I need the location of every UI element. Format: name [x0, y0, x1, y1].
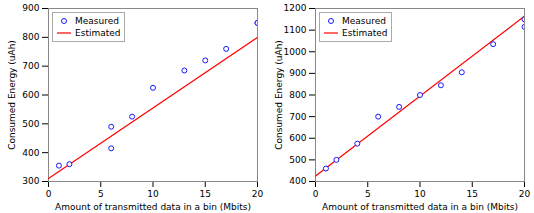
svg-text:700: 700	[289, 112, 306, 122]
svg-text:600: 600	[22, 90, 39, 100]
svg-text:500: 500	[22, 119, 39, 129]
html-text:Measured: Measured	[75, 16, 119, 26]
svg-text:10: 10	[414, 189, 426, 199]
svg-text:1200: 1200	[284, 3, 307, 13]
svg-text:300: 300	[22, 176, 39, 186]
svg-text:500: 500	[289, 155, 306, 165]
svg-text:Consumed Energy (uAh): Consumed Energy (uAh)	[274, 40, 284, 150]
svg-text:15: 15	[200, 189, 211, 199]
html-text:Estimated: Estimated	[75, 28, 121, 38]
svg-text:15: 15	[467, 189, 478, 199]
svg-text:20: 20	[252, 189, 264, 199]
svg-text:900: 900	[22, 3, 39, 13]
svg-text:1100: 1100	[284, 25, 307, 35]
svg-text:400: 400	[289, 176, 306, 186]
svg-text:1000: 1000	[284, 47, 307, 57]
html-text:Estimated: Estimated	[342, 28, 388, 38]
svg-text:0: 0	[313, 189, 319, 199]
svg-text:800: 800	[22, 32, 39, 42]
svg-text:5: 5	[365, 189, 371, 199]
svg-text:700: 700	[22, 61, 39, 71]
svg-text:Consumed Energy (uAh): Consumed Energy (uAh)	[7, 40, 17, 150]
svg-text:400: 400	[22, 148, 39, 158]
svg-text:600: 600	[289, 133, 306, 143]
html-text:Measured: Measured	[342, 16, 386, 26]
svg-text:Amount of transmitted data in: Amount of transmitted data in a bin (Mbi…	[55, 202, 251, 212]
svg-text:20: 20	[519, 189, 531, 199]
svg-text:900: 900	[289, 68, 306, 78]
svg-text:0: 0	[46, 189, 52, 199]
svg-text:800: 800	[289, 90, 306, 100]
svg-text:Amount of transmitted data in: Amount of transmitted data in a bin (Mbi…	[322, 202, 518, 212]
svg-text:5: 5	[98, 189, 104, 199]
svg-text:10: 10	[147, 189, 159, 199]
